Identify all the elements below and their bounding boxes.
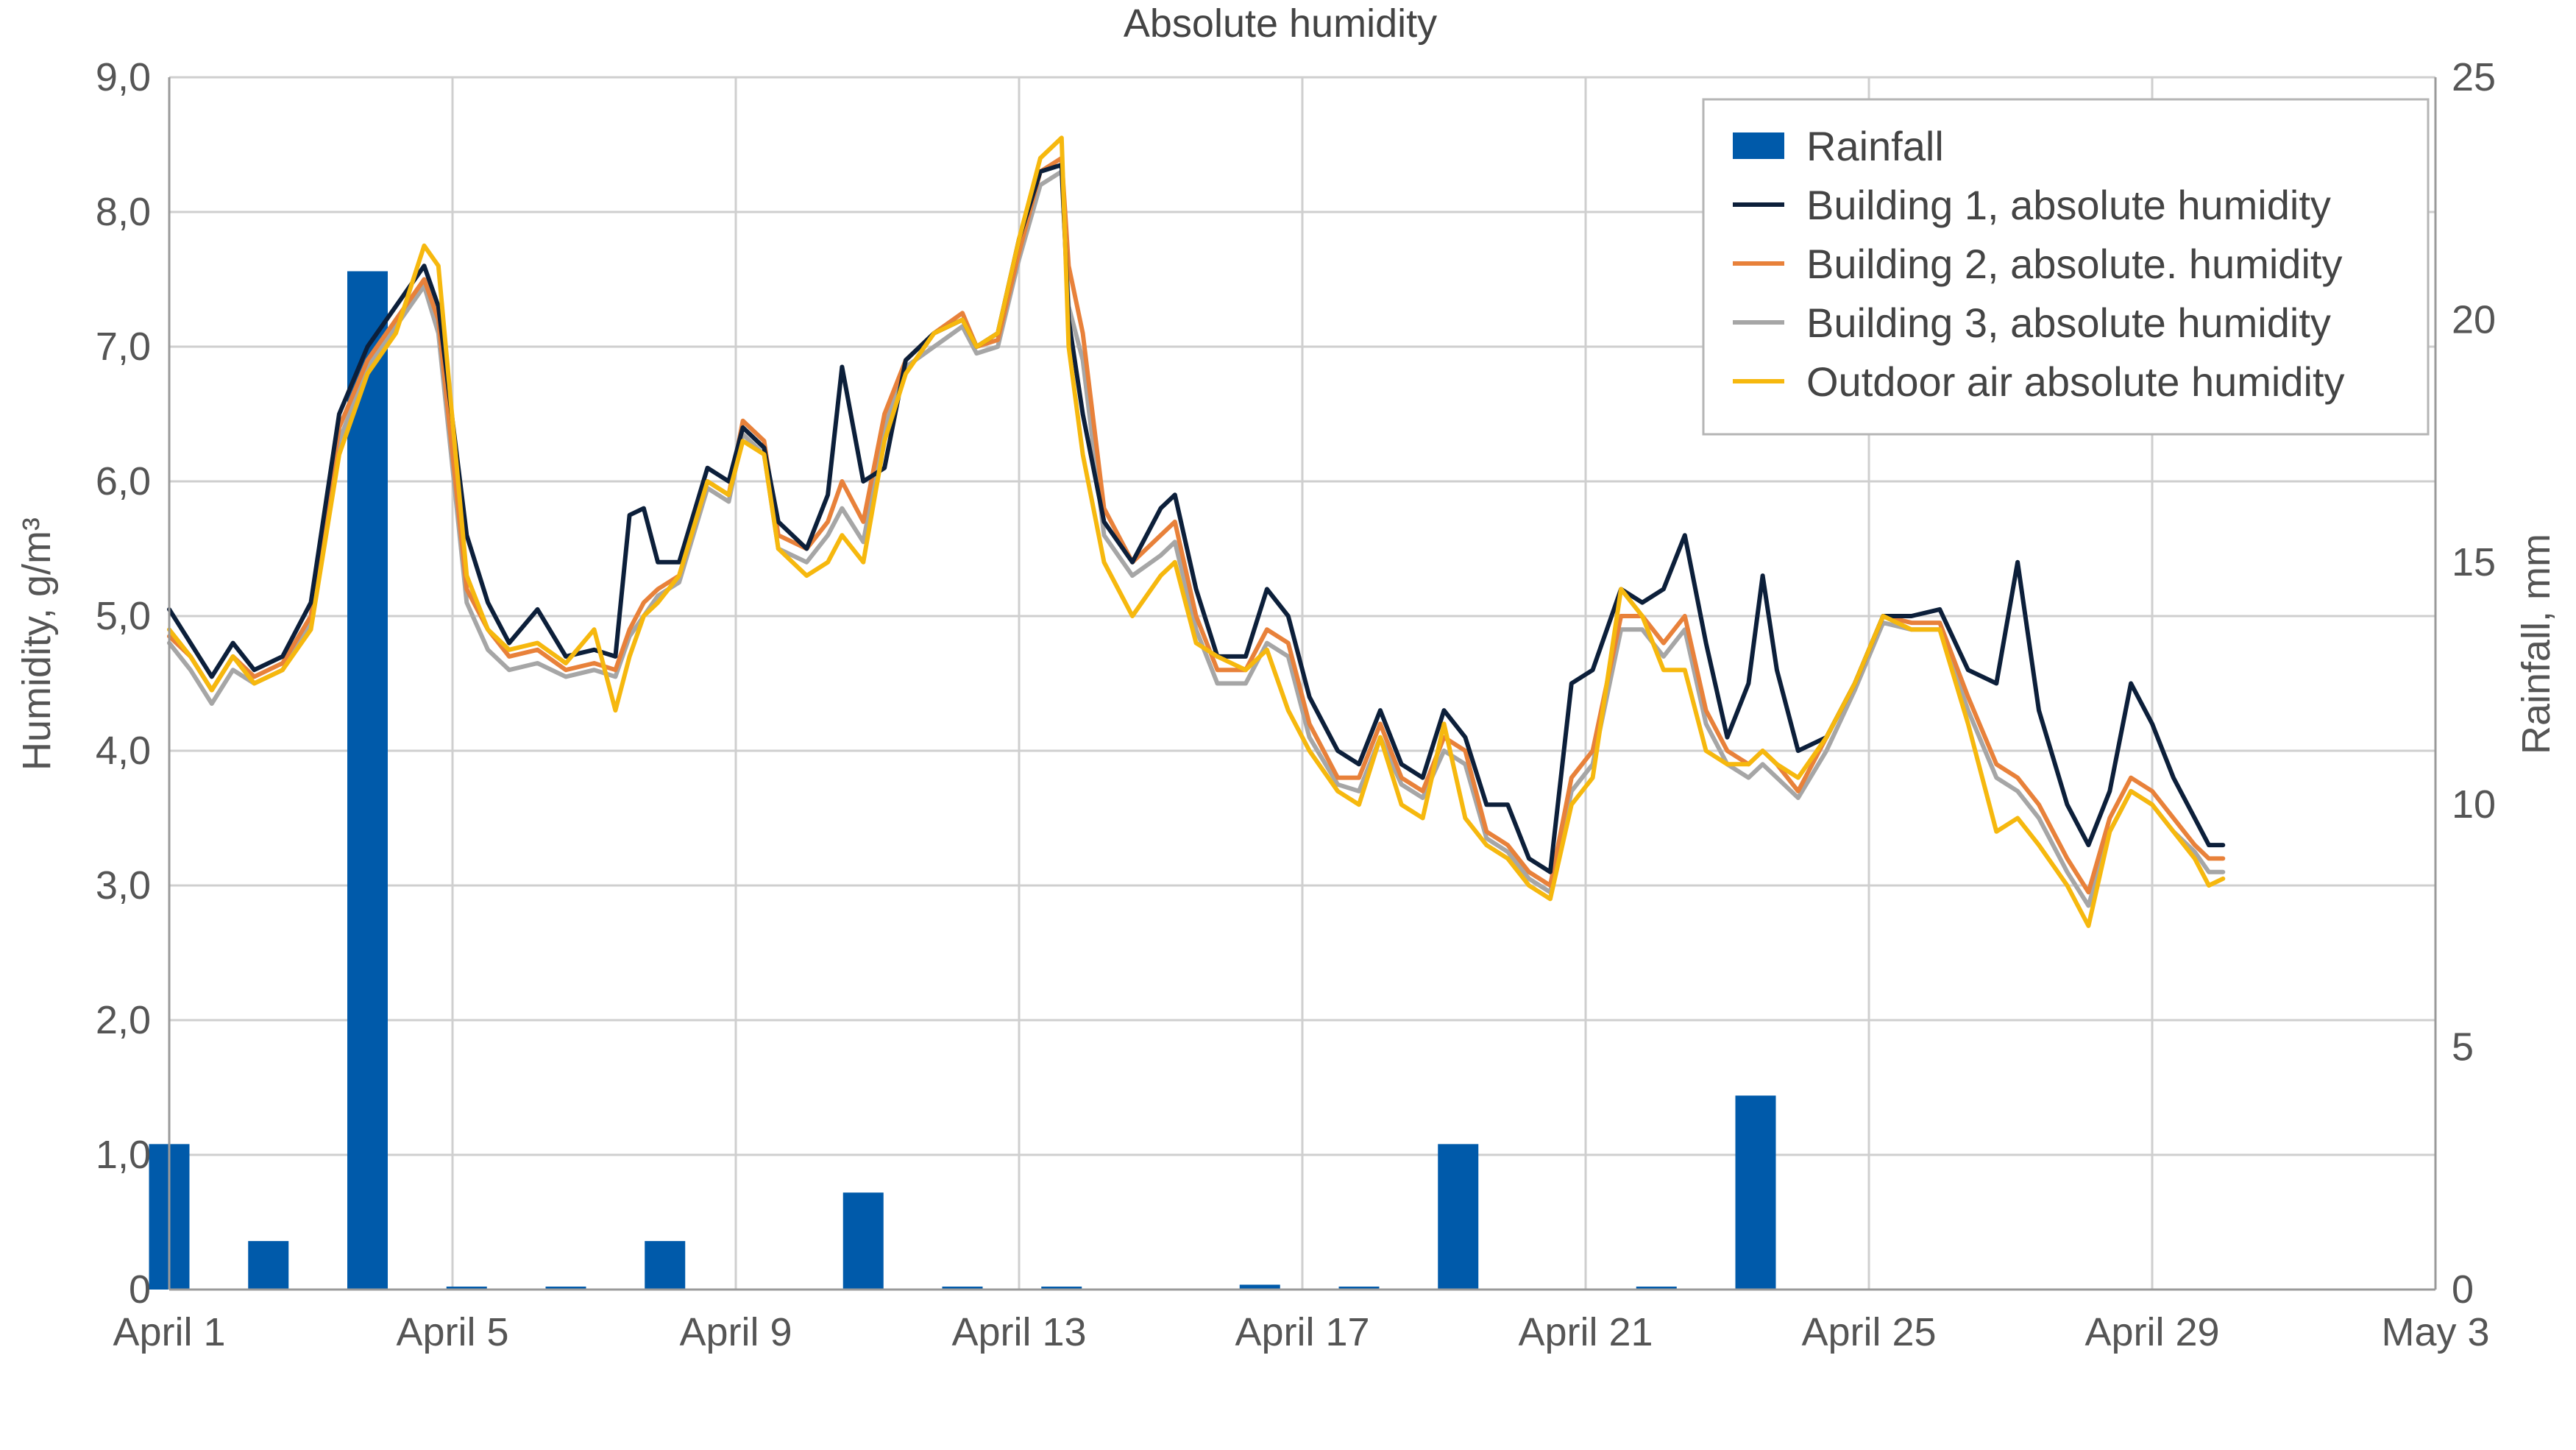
y-right-tick-label: 25: [2452, 55, 2496, 99]
x-tick-label: April 21: [1518, 1310, 1653, 1354]
y-left-tick-label: 0: [129, 1267, 151, 1312]
line-outdoor: [167, 135, 2226, 928]
rainfall-bar: [842, 1192, 884, 1290]
y-right-tick-label: 5: [2452, 1025, 2474, 1069]
x-tick-label: April 1: [113, 1310, 225, 1354]
y-left-tick-label: 3,0: [96, 863, 151, 908]
rainfall-bar: [1239, 1284, 1280, 1290]
x-tick-label: April 17: [1235, 1310, 1369, 1354]
line-building3: [167, 169, 2226, 908]
rainfall-bar: [347, 271, 388, 1290]
rainfall-bar: [545, 1287, 586, 1290]
rainfall-bar: [942, 1287, 983, 1290]
y-left-tick-label: 5,0: [96, 594, 151, 638]
rainfall-bars: [149, 271, 1776, 1290]
y-left-tick-label: 1,0: [96, 1133, 151, 1177]
y-left-tick-label: 8,0: [96, 190, 151, 234]
y-right-tick-label: 0: [2452, 1267, 2474, 1312]
legend-label-rainfall: Rainfall: [1806, 123, 1944, 169]
gridlines: [169, 76, 2435, 1290]
axes: [168, 77, 2437, 1291]
x-tick-label: April 9: [679, 1310, 792, 1354]
y-left-tick-label: 6,0: [96, 459, 151, 503]
y-axis-right-label: Rainfall, mm: [2514, 534, 2558, 754]
x-tick-label: April 29: [2084, 1310, 2219, 1354]
left-axis-ticks: 0 1,0 2,0 3,0 4,0 5,0 6,0 7,0 8,0 9,0: [96, 55, 151, 1312]
x-axis-ticks: April 1 April 5 April 9 April 13 April 17 Apr…: [113, 1310, 2489, 1354]
y-right-tick-label: 20: [2452, 297, 2496, 342]
x-tick-label: April 5: [396, 1310, 508, 1354]
x-tick-label: May 3: [2381, 1310, 2489, 1354]
legend-swatch-rainfall: [1733, 132, 1784, 159]
rainfall-bar: [1636, 1287, 1677, 1290]
x-tick-label: April 13: [951, 1310, 1086, 1354]
y-left-tick-label: 2,0: [96, 998, 151, 1042]
rainfall-bar: [1041, 1287, 1082, 1290]
legend-label-building3: Building 3, absolute humidity: [1806, 300, 2331, 346]
rainfall-bar: [446, 1287, 487, 1290]
rainfall-bar: [645, 1241, 686, 1290]
legend: Rainfall Building 1, absolute humidity B…: [1702, 98, 2430, 436]
y-left-tick-label: 9,0: [96, 55, 151, 99]
y-right-tick-label: 15: [2452, 540, 2496, 584]
y-axis-left-label: Humidity, g/m³: [15, 517, 59, 771]
rainfall-bar: [1735, 1095, 1776, 1290]
legend-box: [1702, 98, 2430, 436]
right-axis-ticks: 0 5 10 15 20 25: [2452, 55, 2496, 1312]
legend-label-building2: Building 2, absolute. humidity: [1806, 241, 2342, 287]
legend-label-outdoor: Outdoor air absolute humidity: [1806, 358, 2345, 405]
y-left-tick-label: 4,0: [96, 729, 151, 773]
chart-title: Absolute humidity: [1124, 1, 1437, 46]
y-right-tick-label: 10: [2452, 782, 2496, 827]
y-left-tick-label: 7,0: [96, 325, 151, 369]
rainfall-bar: [1338, 1287, 1380, 1290]
humidity-lines: [167, 135, 2226, 928]
rainfall-bar: [1438, 1144, 1479, 1290]
x-tick-label: April 25: [1801, 1310, 1936, 1354]
rainfall-bar: [248, 1241, 289, 1290]
legend-label-building1: Building 1, absolute humidity: [1806, 182, 2331, 228]
